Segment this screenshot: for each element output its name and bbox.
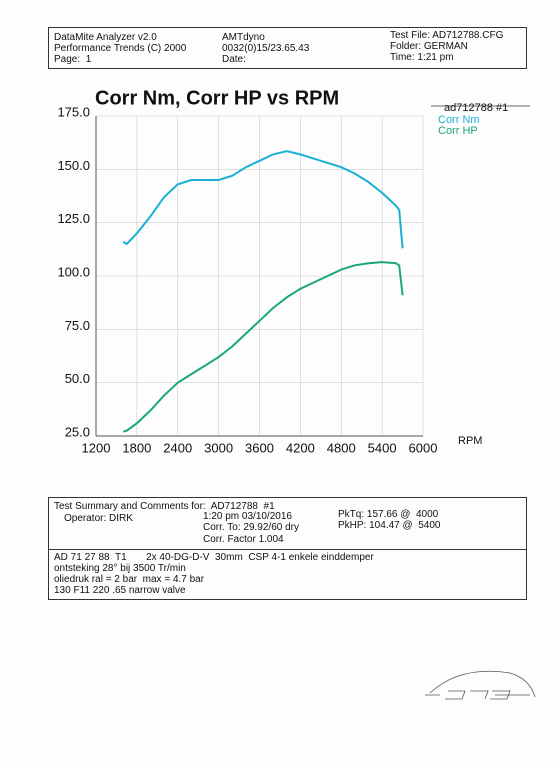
x-tick-label: 3600	[245, 440, 274, 455]
x-tick-label: 1200	[82, 440, 111, 455]
header-box	[48, 27, 527, 69]
x-tick-label: 3000	[204, 440, 233, 455]
note: ontsteking 28° bij 3500 Tr/min	[54, 563, 186, 574]
legend-title: ad712788 #1	[444, 102, 508, 114]
y-tick-label: 25.0	[65, 424, 90, 439]
header-text: Test File: AD712788.CFG	[390, 30, 504, 41]
note: 130 F11 220 .65 narrow valve	[54, 585, 186, 596]
summary-text: 1:20 pm 03/10/2016	[203, 511, 292, 522]
y-tick-label: 125.0	[57, 211, 90, 226]
y-tick-label: 175.0	[57, 104, 90, 119]
summary-box	[48, 497, 527, 600]
summary-text: Corr. To: 29.92/60 dry	[203, 522, 299, 533]
series-line	[122, 150, 404, 249]
header-text: AMTdyno	[222, 32, 265, 43]
summary-text: Operator: DIRK	[64, 513, 133, 524]
legend-entry: Corr HP	[438, 125, 478, 137]
header-text: 0032(0)15/23.65.43	[222, 43, 310, 54]
summary-text: PkHP: 104.47 @ 5400	[338, 520, 441, 531]
summary-text: Corr. Factor 1.004	[203, 534, 284, 545]
header-text: Date:	[222, 54, 246, 65]
y-tick-label: 100.0	[57, 264, 90, 279]
header-text: Performance Trends (C) 2000	[54, 43, 187, 54]
chart: Corr Nm, Corr HP vs RPM ad712788 #1 RPM …	[57, 87, 530, 455]
y-tick-label: 75.0	[65, 318, 90, 333]
divider	[48, 549, 527, 550]
x-tick-label: 2400	[163, 440, 192, 455]
summary-text: Test Summary and Comments for: AD712788 …	[54, 501, 275, 512]
x-tick-label: 1800	[122, 440, 151, 455]
chart-title: Corr Nm, Corr HP vs RPM	[95, 87, 339, 109]
x-tick-label: 6000	[409, 440, 438, 455]
y-tick-label: 150.0	[57, 158, 90, 173]
x-tick-label: 4800	[327, 440, 356, 455]
header-text: Folder: GERMAN	[390, 41, 468, 52]
summary-text: PkTq: 157.66 @ 4000	[338, 509, 439, 520]
header-text: DataMite Analyzer v2.0	[54, 32, 157, 43]
series-line	[123, 261, 404, 433]
x-tick-label: 4200	[286, 440, 315, 455]
x-tick-label: 5400	[368, 440, 397, 455]
note: AD 71 27 88 T1 2x 40-DG-D-V 30mm CSP 4-1…	[54, 552, 374, 563]
y-tick-label: 50.0	[65, 371, 90, 386]
note: oliedruk ral = 2 bar max = 4.7 bar	[54, 574, 205, 585]
header-text: Page: 1	[54, 54, 92, 65]
legend-entry: Corr Nm	[438, 114, 480, 126]
x-axis-label: RPM	[458, 435, 482, 447]
header-text: Time: 1:21 pm	[390, 52, 454, 63]
logo	[425, 670, 536, 700]
